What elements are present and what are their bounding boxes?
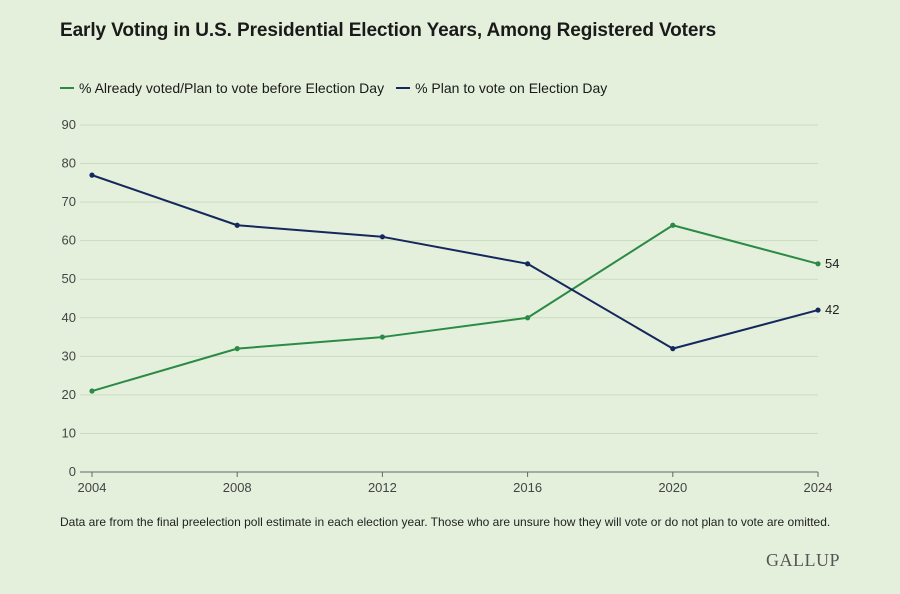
point-early-2016 — [525, 315, 531, 321]
y-tick-label-10: 10 — [62, 425, 76, 440]
series-line-election-day — [91, 174, 819, 350]
point-election-day-2020 — [670, 346, 676, 352]
x-tick-label-2024: 2024 — [804, 480, 833, 495]
legend-label-election-day: % Plan to vote on Election Day — [415, 80, 608, 96]
legend-swatch-election-day — [396, 87, 411, 89]
legend: % Already voted/Plan to vote before Elec… — [60, 80, 607, 96]
y-tick-label-60: 60 — [62, 233, 76, 248]
x-tick-label-2016: 2016 — [513, 480, 542, 495]
chart-title: Early Voting in U.S. Presidential Electi… — [60, 20, 717, 41]
y-tick-label-30: 30 — [62, 348, 76, 363]
y-tick-label-20: 20 — [62, 387, 76, 402]
legend-label-early: % Already voted/Plan to vote before Elec… — [79, 80, 385, 96]
point-early-2008 — [234, 346, 240, 352]
point-election-day-2004 — [89, 172, 95, 178]
point-election-day-2012 — [379, 234, 385, 240]
x-tick-label-2004: 2004 — [78, 480, 107, 495]
point-election-day-2016 — [525, 261, 531, 267]
y-tick-label-70: 70 — [62, 194, 76, 209]
series-line-early — [91, 224, 819, 392]
legend-item-early: % Already voted/Plan to vote before Elec… — [60, 80, 384, 96]
point-early-2004 — [89, 388, 95, 394]
footnote: Data are from the final preelection poll… — [60, 515, 831, 529]
y-tick-label-40: 40 — [62, 310, 76, 325]
point-election-day-2008 — [234, 222, 240, 228]
legend-item-election-day: % Plan to vote on Election Day — [396, 80, 607, 96]
point-election-day-2024 — [815, 307, 821, 313]
x-tick-label-2008: 2008 — [223, 480, 252, 495]
end-label-election-day: 42 — [825, 302, 839, 317]
y-tick-label-80: 80 — [62, 156, 76, 171]
point-early-2020 — [670, 222, 676, 228]
gallup-logo: GALLUP — [766, 550, 840, 570]
point-early-2012 — [379, 334, 385, 340]
y-tick-label-50: 50 — [62, 271, 76, 286]
y-tick-label-90: 90 — [62, 117, 76, 132]
legend-swatch-early — [60, 87, 74, 89]
x-tick-label-2012: 2012 — [368, 480, 397, 495]
y-tick-label-0: 0 — [69, 464, 76, 479]
x-tick-label-2020: 2020 — [658, 480, 687, 495]
end-label-early: 54 — [825, 256, 839, 271]
point-early-2024 — [815, 261, 821, 267]
